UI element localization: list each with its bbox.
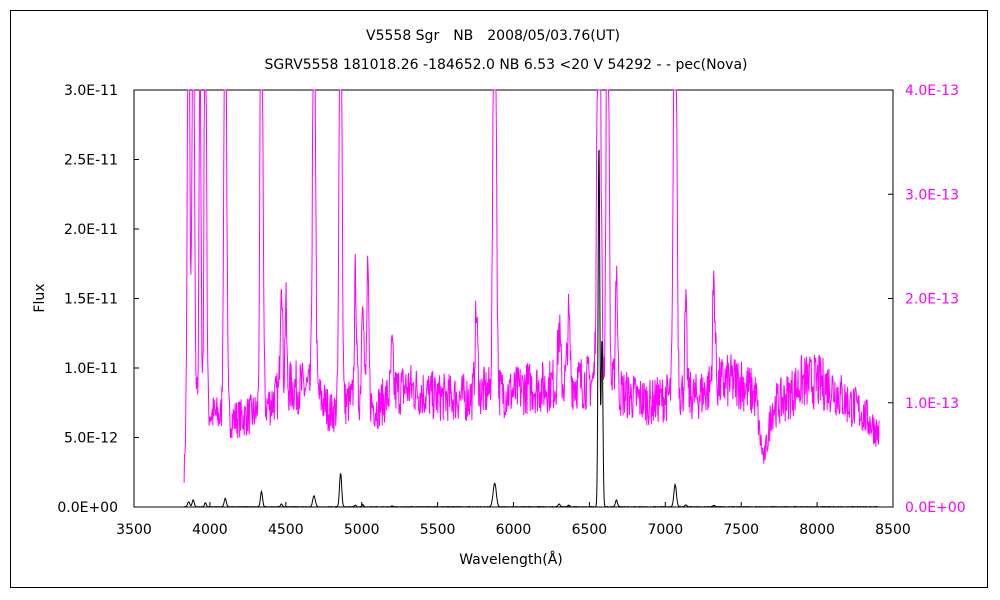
x-tick-label: 7000 xyxy=(647,522,683,538)
chart-subtitle: SGRV5558 181018.26 -184652.0 NB 6.53 <20… xyxy=(265,57,748,73)
x-axis-label: Wavelength(Å) xyxy=(459,551,563,568)
y-tick-label: 0.0E+00 xyxy=(57,500,118,516)
x-tick-label: 5500 xyxy=(420,522,456,538)
y-tick-label: 2.0E-11 xyxy=(64,222,118,238)
y-tick-label: 5.0E-12 xyxy=(64,431,118,447)
x-tick-label: 8500 xyxy=(875,522,911,538)
x-tick-label: 3500 xyxy=(116,522,152,538)
x-tick-label: 8000 xyxy=(799,522,835,538)
series-magenta-line xyxy=(183,89,880,483)
y-tick-label: 3.0E-11 xyxy=(64,83,118,99)
x-tick-label: 6000 xyxy=(496,522,532,538)
y2-tick-label: 0.0E+00 xyxy=(905,500,966,516)
y-axis-label: Flux xyxy=(32,283,48,312)
y-tick-label: 2.5E-11 xyxy=(64,153,118,169)
chart-frame xyxy=(10,10,988,588)
y-tick-label: 1.5E-11 xyxy=(64,292,118,308)
y2-tick-label: 4.0E-13 xyxy=(905,83,959,99)
series-black-line xyxy=(183,149,880,508)
y-tick-label: 1.0E-11 xyxy=(64,361,118,377)
x-tick-label: 4500 xyxy=(268,522,304,538)
x-tick-label: 7500 xyxy=(723,522,759,538)
plot-area xyxy=(133,89,894,508)
y2-tick-label: 2.0E-13 xyxy=(905,292,959,308)
x-tick-label: 6500 xyxy=(572,522,608,538)
y2-tick-label: 1.0E-13 xyxy=(905,396,959,412)
x-tick-label: 5000 xyxy=(344,522,380,538)
chart-title: V5558 Sgr NB 2008/05/03.76(UT) xyxy=(366,28,620,44)
x-tick-label: 4000 xyxy=(192,522,228,538)
y2-tick-label: 3.0E-13 xyxy=(905,187,959,203)
